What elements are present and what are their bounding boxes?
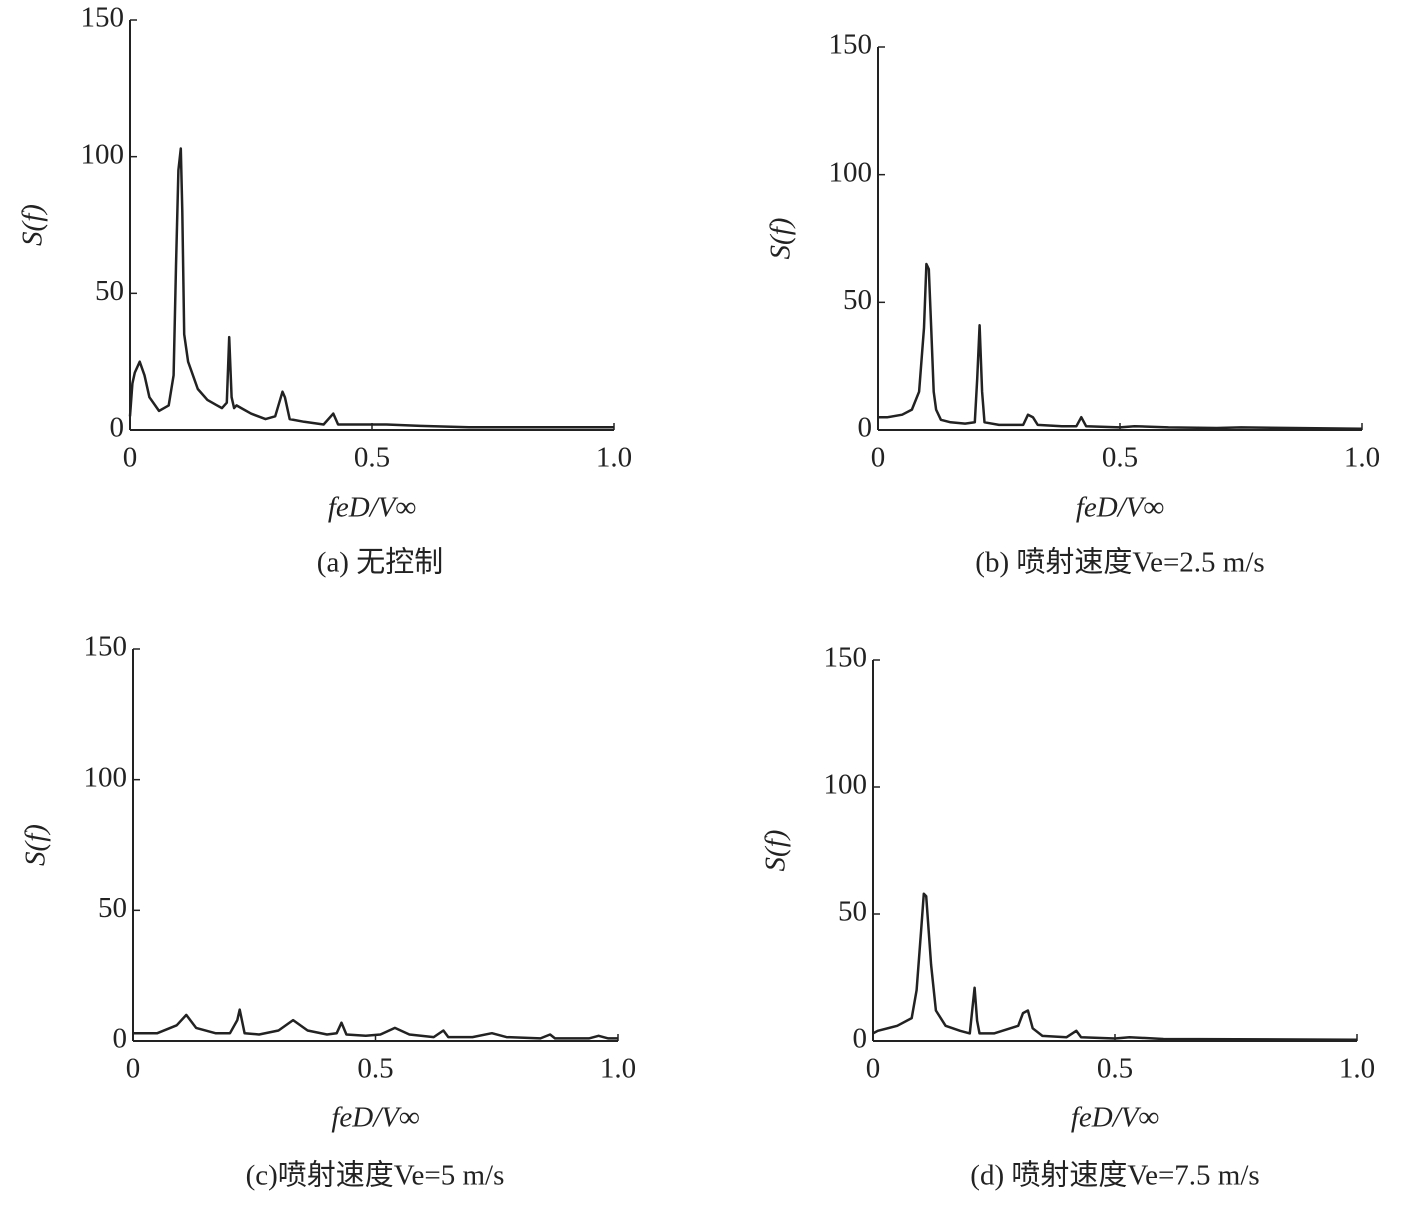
y-tick-label: 50 xyxy=(98,892,127,924)
spectrum-line xyxy=(133,1008,618,1040)
y-tick-label: 100 xyxy=(81,138,125,170)
y-tick-label: 100 xyxy=(84,761,128,793)
y-tick-label: 0 xyxy=(853,1023,868,1055)
y-tick-label: 150 xyxy=(84,631,128,663)
x-tick-label: 0.5 xyxy=(1097,1053,1133,1085)
y-axis-label: S(f) xyxy=(20,824,52,866)
x-tick-label: 0 xyxy=(126,1053,141,1085)
x-tick-label: 0 xyxy=(123,442,138,474)
y-tick-label: 100 xyxy=(829,156,873,188)
y-tick-label: 0 xyxy=(110,412,125,444)
x-tick-label: 1.0 xyxy=(1339,1053,1375,1085)
y-axis-label: S(f) xyxy=(765,218,797,260)
x-axis-label: feD/V∞ xyxy=(328,492,416,524)
x-axis-label: feD/V∞ xyxy=(1076,492,1164,524)
y-tick-label: 50 xyxy=(95,275,124,307)
y-tick-label: 0 xyxy=(858,412,873,444)
spectrum-line xyxy=(878,262,1363,430)
x-tick-label: 0.5 xyxy=(1102,442,1138,474)
caption: (a) 无控制 xyxy=(317,546,443,579)
x-tick-label: 1.0 xyxy=(596,442,632,474)
caption: (b) 喷射速度Ve=2.5 m/s xyxy=(975,546,1264,579)
y-tick-label: 50 xyxy=(843,284,872,316)
y-axis-label: S(f) xyxy=(17,204,49,246)
x-tick-label: 1.0 xyxy=(1344,442,1380,474)
spectrum-line xyxy=(872,892,1358,1041)
y-tick-label: 50 xyxy=(838,896,867,928)
x-tick-label: 0 xyxy=(866,1053,881,1085)
y-tick-label: 150 xyxy=(81,2,125,34)
caption: (c)喷射速度Ve=5 m/s xyxy=(246,1159,505,1192)
x-tick-label: 0.5 xyxy=(357,1053,393,1085)
y-tick-label: 100 xyxy=(824,769,868,801)
y-tick-label: 150 xyxy=(829,29,873,61)
y-axis-label: S(f) xyxy=(760,830,792,872)
caption: (d) 喷射速度Ve=7.5 m/s xyxy=(970,1159,1259,1192)
y-tick-label: 0 xyxy=(113,1023,128,1055)
spectrum-line xyxy=(128,147,614,429)
x-tick-label: 0 xyxy=(871,442,886,474)
y-tick-label: 150 xyxy=(824,642,868,674)
x-tick-label: 0.5 xyxy=(354,442,390,474)
x-tick-label: 1.0 xyxy=(600,1053,636,1085)
x-axis-label: feD/V∞ xyxy=(1071,1102,1159,1134)
x-axis-label: feD/V∞ xyxy=(331,1102,419,1134)
